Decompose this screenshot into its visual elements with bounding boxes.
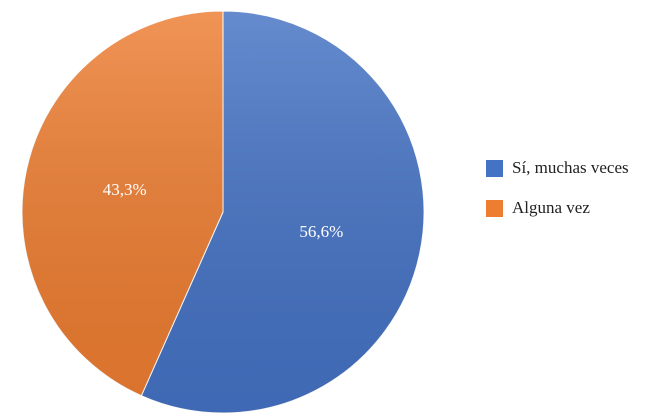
data-label: 56,6% [299,222,343,241]
legend-label: Sí, muchas veces [512,158,629,177]
legend-swatch [486,160,503,177]
data-label: 43,3% [103,180,147,199]
legend-label: Alguna vez [512,198,590,217]
legend-swatch [486,200,503,217]
